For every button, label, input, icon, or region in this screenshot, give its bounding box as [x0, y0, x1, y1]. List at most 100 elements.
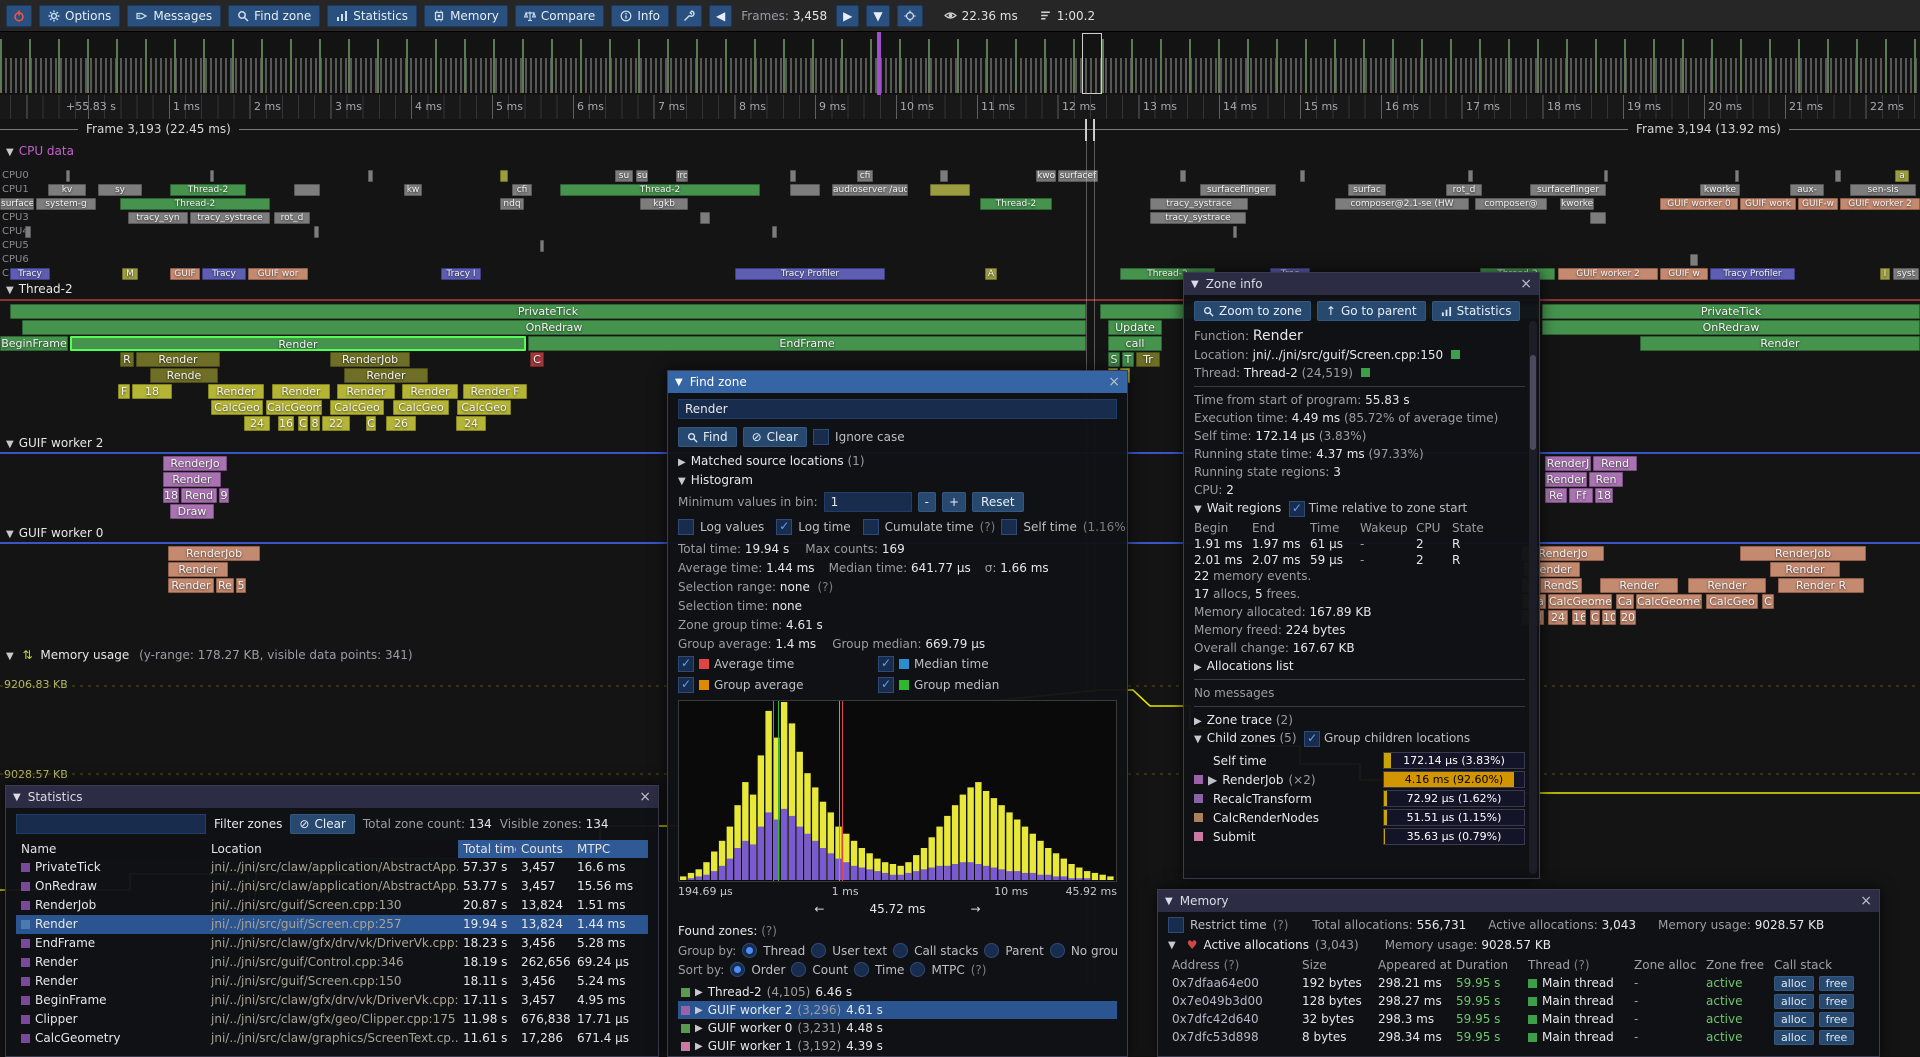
timeline-zone[interactable]: Ca: [1616, 594, 1634, 609]
time-ruler[interactable]: +55.83 s 1 ms 2 ms 3 ms 4 ms 5 ms 6 ms 7 ms 8 ms…: [0, 95, 1920, 119]
timeline-zone[interactable]: [940, 170, 948, 182]
active-allocations-header[interactable]: ▼ ♥ Active allocations (3,043) Memory us…: [1168, 938, 1551, 952]
collapse-icon[interactable]: ▼: [1191, 278, 1199, 290]
table-row[interactable]: CalcGeometry jni/../jni/src/claw/graphic…: [16, 1029, 648, 1048]
column-header-location[interactable]: Location: [211, 842, 262, 856]
sort-by-radio[interactable]: [730, 962, 746, 977]
zone-statistics-button[interactable]: Statistics: [1431, 301, 1521, 321]
timeline-zone[interactable]: EndFrame: [528, 336, 1086, 351]
group-by-radio[interactable]: [742, 943, 758, 958]
timeline-zone[interactable]: Thread-2: [170, 184, 246, 196]
allocation-row[interactable]: 0x7e049b3d00 128 bytes 298.27 ms 59.95 s…: [1168, 992, 1869, 1010]
marker-checkbox[interactable]: ✓: [678, 677, 694, 693]
timeline-zone[interactable]: 18: [1595, 488, 1613, 503]
timeline-zone[interactable]: 22: [322, 416, 350, 431]
timeline-zone[interactable]: [1604, 170, 1608, 182]
timeline-zone[interactable]: M: [122, 268, 138, 280]
find-zone-titlebar[interactable]: ▼ Find zone ×: [668, 371, 1127, 393]
goto-frame-button[interactable]: [896, 4, 923, 27]
timeline-zone[interactable]: Render R: [1778, 578, 1864, 593]
collapse-icon[interactable]: ▼: [13, 791, 21, 803]
timeline-zone[interactable]: 24: [244, 416, 270, 431]
timeline-zone[interactable]: Tracy: [10, 268, 50, 280]
timeline-zone[interactable]: tracy_syn: [128, 212, 188, 224]
timeline-zone[interactable]: RendS: [1540, 578, 1582, 593]
frame-label-right[interactable]: Frame 3,194 (13.92 ms): [1628, 122, 1789, 136]
timeline-zone[interactable]: [314, 226, 319, 238]
filter-zones-input[interactable]: [16, 814, 206, 834]
close-icon[interactable]: ×: [1520, 276, 1532, 292]
compare-button[interactable]: Compare: [514, 4, 605, 27]
marker-checkbox[interactable]: ✓: [878, 656, 894, 672]
scrollbar[interactable]: [1529, 321, 1537, 874]
collapse-icon[interactable]: ▼: [1165, 895, 1173, 907]
table-row[interactable]: EndFrame jni/../jni/src/claw/gfx/drv/vk/…: [16, 934, 648, 953]
timeline-zone[interactable]: OnRedraw: [22, 320, 1086, 335]
timeline-zone[interactable]: Render: [168, 578, 214, 593]
timeline-zone[interactable]: CalcGeome: [1548, 594, 1612, 609]
marker-checkbox[interactable]: ✓: [878, 677, 894, 693]
histogram-plot[interactable]: [678, 700, 1117, 882]
timeline-zone[interactable]: RenderJo: [163, 456, 227, 471]
column-header[interactable]: Size: [1302, 958, 1327, 972]
timeline-zone[interactable]: Render: [1640, 336, 1920, 351]
timeline-zone[interactable]: [700, 212, 710, 224]
cpu-data-header[interactable]: ▼ CPU data: [6, 144, 74, 158]
child-zone-row[interactable]: ▶ RenderJob (×2) 4.16 ms (92.60%): [1194, 770, 1525, 789]
timeline-zone[interactable]: sen-sis: [1850, 184, 1916, 196]
timeline-zone[interactable]: C: [530, 352, 544, 367]
timeline-zone[interactable]: 16: [278, 416, 294, 431]
timeline-zone[interactable]: C: [366, 416, 376, 431]
close-icon[interactable]: ×: [1860, 893, 1872, 909]
timeline-zone[interactable]: 10: [1602, 610, 1616, 625]
timeline-zone[interactable]: Render F: [463, 384, 527, 399]
column-header-name[interactable]: Name: [21, 842, 57, 856]
timeline-zone[interactable]: rot_d: [274, 212, 310, 224]
alloc-callstack-button[interactable]: alloc: [1774, 1029, 1814, 1045]
timeline-zone[interactable]: Render: [70, 336, 526, 351]
timeline-zone[interactable]: surfaceflinger: [1530, 184, 1606, 196]
zone-group-row[interactable]: ▶ Thread-2 (4,105) 6.46 s: [678, 983, 1117, 1001]
timeline-zone[interactable]: 16: [1572, 610, 1586, 625]
timeline-zone[interactable]: [1835, 170, 1841, 182]
timeline-zone[interactable]: cfi: [512, 184, 532, 196]
next-frame-button[interactable]: ▶: [836, 4, 860, 27]
timeline-zone[interactable]: Update: [1108, 320, 1162, 335]
timeline-zone[interactable]: su: [636, 170, 648, 182]
timeline-zone[interactable]: Render: [344, 368, 428, 383]
frames-overview-strip[interactable]: [0, 32, 1920, 96]
reset-button[interactable]: Reset: [972, 492, 1024, 512]
timeline-zone[interactable]: surface: [0, 198, 34, 210]
timeline-zone[interactable]: [25, 226, 31, 238]
allocation-row[interactable]: 0x7dfc42d640 32 bytes 298.3 ms 59.95 s M…: [1168, 1010, 1869, 1028]
timeline-zone[interactable]: kworke: [1560, 198, 1594, 210]
column-header[interactable]: Duration: [1456, 958, 1509, 972]
timeline-zone[interactable]: [790, 184, 820, 196]
timeline-zone[interactable]: 18: [132, 384, 172, 399]
timeline-zone[interactable]: Render: [402, 384, 458, 399]
timeline-zone[interactable]: CalcGeomet: [1636, 594, 1702, 609]
timeline-zone[interactable]: kv: [48, 184, 86, 196]
timeline-zone[interactable]: OnRedraw: [1542, 320, 1920, 335]
timeline-zone[interactable]: [540, 240, 544, 252]
timeline-zone[interactable]: call: [1108, 336, 1162, 351]
timeline-zone[interactable]: Render: [1600, 578, 1678, 593]
timeline-zone[interactable]: Thread-2: [560, 184, 760, 196]
timeline-zone[interactable]: RenderJob: [1740, 546, 1866, 561]
zone-group-row[interactable]: ▶ GUIF worker 2 (3,296) 4.61 s: [678, 1001, 1117, 1019]
sort-by-radio[interactable]: [910, 962, 926, 977]
timeline-zone[interactable]: cfi: [857, 170, 873, 182]
restrict-time-checkbox[interactable]: [1168, 917, 1184, 933]
go-to-parent-button[interactable]: ↑ Go to parent: [1316, 301, 1426, 321]
clear-button[interactable]: ⊘ Clear: [742, 427, 808, 447]
option-checkbox[interactable]: [678, 519, 694, 535]
timeline-zone[interactable]: RenderJob: [168, 546, 260, 561]
timeline-zone[interactable]: [368, 170, 373, 182]
timeline-zone[interactable]: GUIF worker 2: [1558, 268, 1658, 280]
column-header[interactable]: Zone free: [1706, 958, 1765, 972]
min-bin-increment[interactable]: +: [941, 492, 967, 512]
close-icon[interactable]: ×: [639, 789, 651, 805]
timeline-zone[interactable]: Rend: [181, 488, 217, 503]
